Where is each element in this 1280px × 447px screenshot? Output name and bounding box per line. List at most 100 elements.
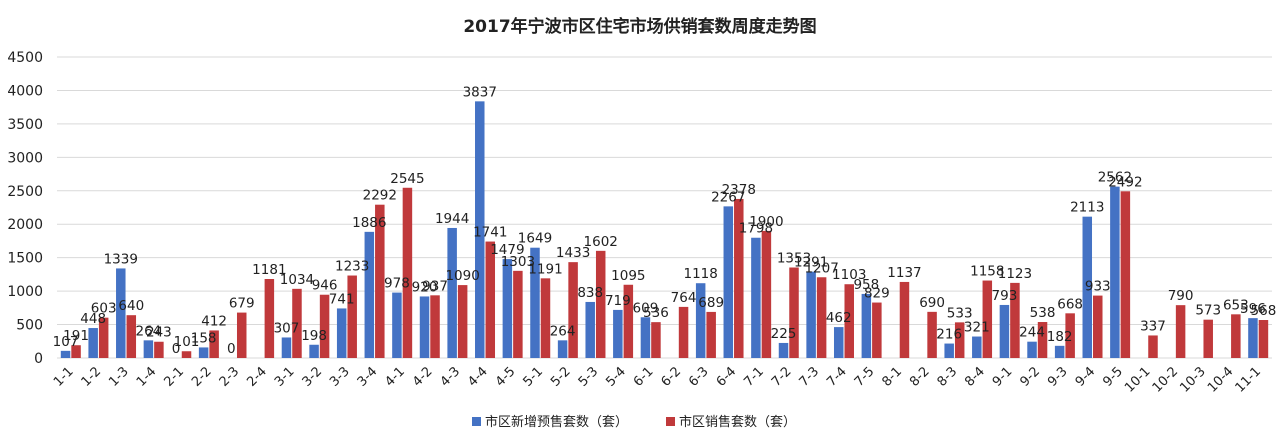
data-label-series-2: 568 xyxy=(1251,303,1277,319)
data-label-series-1: 321 xyxy=(964,320,990,336)
data-label-series-1: 307 xyxy=(274,320,300,336)
data-label-series-2: 790 xyxy=(1168,288,1194,304)
bar-series-2 xyxy=(789,267,799,358)
data-label-series-1: 1118 xyxy=(683,266,717,282)
x-tick-label: 2-3 xyxy=(217,364,243,390)
y-axis: 0 500 1000 1500 2000 2500 3000 3500 4000 4500 xyxy=(7,50,43,367)
data-label-series-1: 225 xyxy=(771,326,797,342)
data-label-series-2: 829 xyxy=(864,286,890,302)
y-tick-label: 500 xyxy=(16,318,43,334)
bar-series-2 xyxy=(623,284,634,358)
x-tick-label: 3-4 xyxy=(355,364,381,390)
data-labels: 1071914486031339640264243010115841206791… xyxy=(53,84,1277,357)
data-label-series-1: 958 xyxy=(853,277,879,293)
bar-series-2 xyxy=(595,250,606,358)
bar-series-2 xyxy=(706,311,716,358)
data-label-series-2: 1233 xyxy=(335,259,369,275)
data-label-series-2: 1095 xyxy=(611,268,645,284)
data-label-series-2: 668 xyxy=(1057,296,1083,312)
bar-series-2 xyxy=(457,285,468,358)
bar-series-2 xyxy=(181,351,192,358)
data-label-series-2: 538 xyxy=(1030,305,1056,321)
bar-series-1 xyxy=(143,340,154,358)
data-label-series-2: 1103 xyxy=(832,267,866,283)
data-label-series-1: 244 xyxy=(1019,325,1045,341)
x-tick-label: 6-4 xyxy=(714,364,740,390)
bar-series-1 xyxy=(1110,186,1120,358)
x-tick-label: 1-4 xyxy=(134,364,160,390)
data-label-series-1: 1291 xyxy=(794,255,828,271)
data-label-series-2: 1303 xyxy=(501,254,535,270)
x-tick-label: 11-1 xyxy=(1233,364,1264,395)
bar-series-1 xyxy=(309,344,319,358)
x-tick-label: 5-1 xyxy=(520,364,546,390)
bar-series-1 xyxy=(1082,216,1093,358)
data-label-series-2: 1034 xyxy=(280,272,314,288)
data-label-series-2: 101 xyxy=(174,334,200,350)
data-label-series-1: 0 xyxy=(227,341,236,357)
x-tick-label: 8-1 xyxy=(879,364,905,390)
data-label-series-2: 1353 xyxy=(777,250,811,266)
bar-series-1 xyxy=(502,259,513,358)
data-label-series-1: 1479 xyxy=(490,242,524,258)
bar-series-1 xyxy=(419,296,430,358)
bar-series-1 xyxy=(116,268,126,358)
x-tick-label: 4-1 xyxy=(382,364,408,390)
data-label-series-2: 1123 xyxy=(998,266,1032,282)
bar-series-2 xyxy=(1175,305,1186,358)
bar-series-1 xyxy=(1027,341,1037,358)
bar-series-2 xyxy=(319,294,330,358)
bar-series-1 xyxy=(88,328,98,358)
bar-series-1 xyxy=(60,350,71,358)
x-tick-label: 9-1 xyxy=(990,364,1016,390)
x-tick-label: 2-1 xyxy=(161,364,187,390)
bar-series-1 xyxy=(557,340,568,358)
bar-series-1 xyxy=(1054,345,1065,358)
data-label-series-2: 573 xyxy=(1195,303,1221,319)
data-label-series-1: 719 xyxy=(605,293,631,309)
legend-swatch xyxy=(472,417,481,426)
y-tick-label: 0 xyxy=(34,351,43,367)
bar-series-2 xyxy=(734,198,744,358)
x-tick-label: 7-5 xyxy=(852,364,878,390)
bar-series-1 xyxy=(336,308,347,358)
data-label-series-2: 690 xyxy=(919,295,945,311)
bar-series-1 xyxy=(1248,318,1258,358)
x-tick-label: 8-4 xyxy=(962,364,988,390)
data-label-series-1: 838 xyxy=(577,285,603,301)
x-tick-label: 4-3 xyxy=(438,364,464,390)
data-label-series-2: 1433 xyxy=(556,245,590,261)
bar-series-2 xyxy=(1120,191,1131,358)
y-tick-label: 3500 xyxy=(7,117,43,133)
x-tick-label: 6-1 xyxy=(631,364,657,390)
bar-series-1 xyxy=(198,347,209,358)
grid-lines xyxy=(57,56,1272,359)
data-label-series-1: 107 xyxy=(53,334,79,350)
bar-series-2 xyxy=(1065,313,1075,358)
data-label-series-2: 536 xyxy=(643,305,669,321)
data-label-series-2: 2492 xyxy=(1108,174,1142,190)
data-label-series-1: 741 xyxy=(329,291,355,307)
x-tick-label: 7-2 xyxy=(769,364,795,390)
data-label-series-2: 2292 xyxy=(363,188,397,204)
y-tick-label: 4500 xyxy=(7,50,43,66)
bar-series-1 xyxy=(695,283,706,358)
bar-series-1 xyxy=(475,101,485,358)
x-tick-label: 1-2 xyxy=(79,364,105,390)
x-tick-label: 4-4 xyxy=(465,364,491,390)
x-tick-label: 2-2 xyxy=(189,364,215,390)
x-tick-label: 7-4 xyxy=(824,364,850,390)
x-tick-label: 7-3 xyxy=(797,364,823,390)
x-tick-label: 9-3 xyxy=(1045,364,1071,390)
data-label-series-1: 264 xyxy=(136,323,162,339)
data-label-series-2: 640 xyxy=(118,298,144,314)
bar-series-2 xyxy=(982,280,993,358)
bar-series-1 xyxy=(640,317,651,358)
data-label-series-2: 1602 xyxy=(584,234,618,250)
data-label-series-2: 1741 xyxy=(473,225,507,241)
x-tick-label: 3-3 xyxy=(327,364,353,390)
data-label-series-2: 412 xyxy=(201,313,227,329)
bar-series-2 xyxy=(347,275,357,358)
bar-series-2 xyxy=(844,284,854,358)
